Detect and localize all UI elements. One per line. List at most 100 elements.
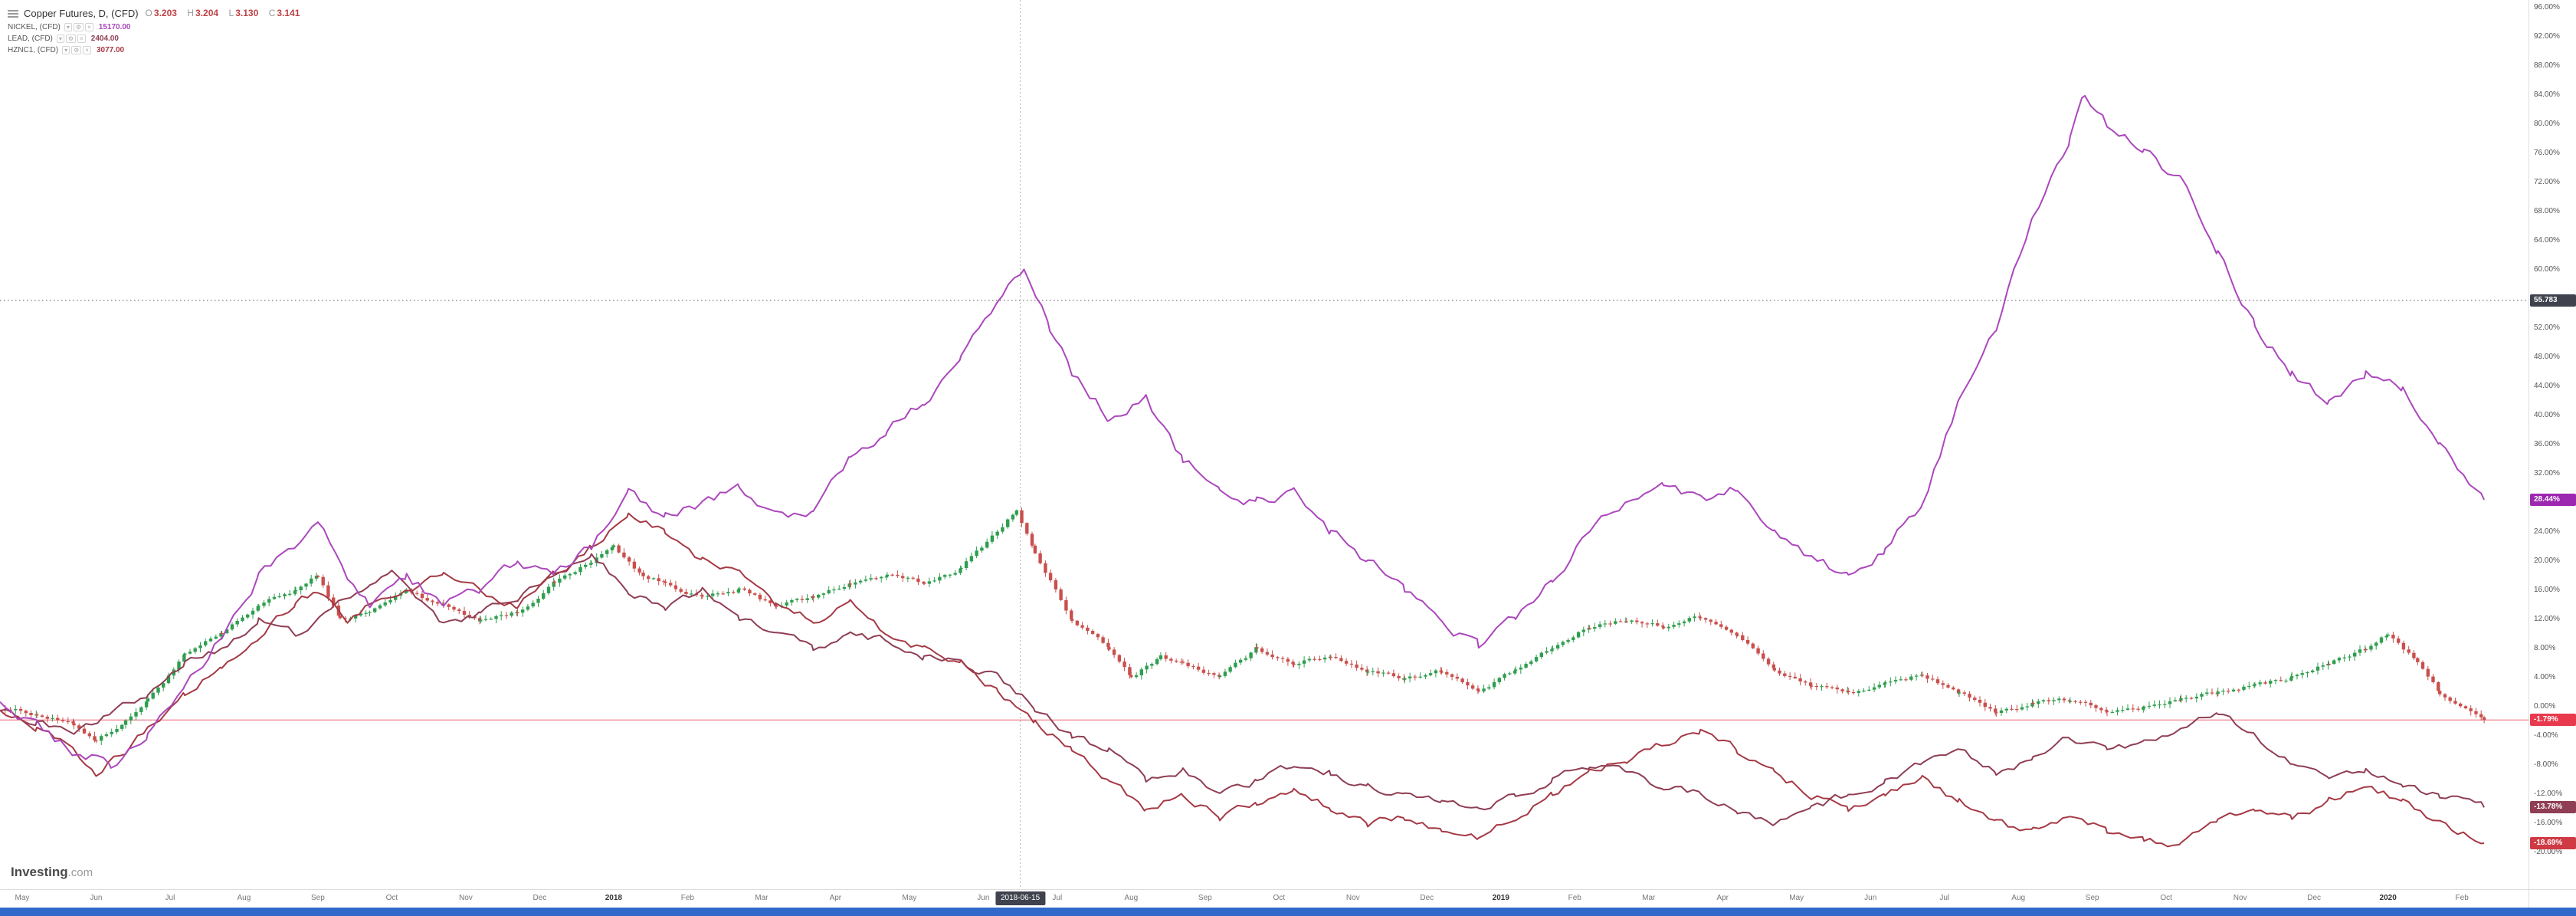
- x-axis-month-label: Aug: [237, 894, 251, 902]
- chart-menu-icon[interactable]: [8, 9, 18, 17]
- chart-title: Copper Futures, D, (CFD): [24, 7, 139, 19]
- open-label: O: [145, 8, 152, 18]
- gear-icon[interactable]: ⚙: [73, 23, 84, 31]
- x-axis-year-label: 2019: [1492, 894, 1509, 902]
- nickel-line-series: [0, 94, 2486, 769]
- y-axis-label: 96.00%: [2534, 2, 2560, 11]
- level-badge: 55.783: [2530, 294, 2576, 307]
- close-value: 3.141: [277, 8, 300, 18]
- x-axis-month-label: Feb: [680, 894, 694, 902]
- x-axis-month-label: Dec: [2307, 894, 2322, 902]
- series-name: LEAD, (CFD): [8, 34, 53, 43]
- y-axis-label: 8.00%: [2534, 644, 2556, 653]
- bottom-bar: [0, 908, 2576, 916]
- close-icon[interactable]: ×: [83, 46, 91, 54]
- close-label: C: [268, 8, 276, 18]
- y-axis-label: 16.00%: [2534, 586, 2560, 595]
- copper-price-badge: -1.79%: [2530, 714, 2576, 727]
- x-axis-month-label: Apr: [1716, 894, 1729, 902]
- series-name: NICKEL, (CFD): [8, 23, 61, 31]
- lead-price-badge: -13.78%: [2530, 801, 2576, 814]
- investing-logo-brand: Investing: [11, 865, 68, 879]
- x-axis-month-label: Jun: [90, 894, 103, 902]
- legend-compare-row-hznc1[interactable]: HZNC1, (CFD) ▾ ⚙ × 3077.00: [8, 44, 300, 56]
- y-axis-label: 20.00%: [2534, 556, 2560, 566]
- y-axis-label: 36.00%: [2534, 440, 2560, 448]
- y-axis-label: 4.00%: [2534, 673, 2556, 682]
- legend-compare-row-nickel[interactable]: NICKEL, (CFD) ▾ ⚙ × 15170.00: [8, 21, 300, 33]
- y-axis-label: 88.00%: [2534, 61, 2560, 70]
- close-icon[interactable]: ×: [85, 23, 93, 31]
- x-axis-month-label: Aug: [2011, 894, 2026, 902]
- y-axis-label: 48.00%: [2534, 352, 2560, 361]
- low-label: L: [228, 8, 234, 18]
- x-axis-month-label: May: [902, 894, 917, 902]
- price-axis[interactable]: 96.00% 92.00% 88.00% 84.00% 80.00% 76.00% 72.0…: [2528, 0, 2576, 889]
- x-axis-month-label: Nov: [1345, 894, 1360, 902]
- series-value: 15170.00: [98, 23, 131, 31]
- x-axis-month-label: Dec: [533, 894, 547, 902]
- y-axis-label: -12.00%: [2534, 790, 2563, 799]
- caret-down-icon[interactable]: ▾: [62, 46, 70, 54]
- x-axis-month-label: Oct: [385, 894, 398, 902]
- open-value: 3.203: [153, 8, 177, 18]
- y-axis-label: 76.00%: [2534, 148, 2560, 157]
- high-value: 3.204: [195, 8, 219, 18]
- axis-corner: [2528, 889, 2576, 908]
- y-axis-label: 84.00%: [2534, 90, 2560, 99]
- x-axis-year-label: 2018: [605, 894, 622, 902]
- y-axis-label: -16.00%: [2534, 819, 2563, 828]
- y-axis-label: 12.00%: [2534, 615, 2560, 624]
- y-axis-label: 68.00%: [2534, 206, 2560, 215]
- investing-logo: Investing.com: [11, 865, 93, 880]
- x-axis-month-label: Feb: [2455, 894, 2469, 902]
- legend-main-row[interactable]: Copper Futures, D, (CFD) O 3.203 H 3.204 L…: [8, 5, 300, 21]
- y-axis-label: 32.00%: [2534, 469, 2560, 478]
- y-axis-label: 72.00%: [2534, 177, 2560, 186]
- x-axis-month-label: May: [1789, 894, 1804, 902]
- x-axis-month-label: Nov: [458, 894, 473, 902]
- lead-line-series: [0, 553, 2485, 826]
- x-axis-month-label: Sep: [2085, 894, 2099, 902]
- close-icon[interactable]: ×: [77, 34, 86, 43]
- nickel-price-badge: 28.44%: [2530, 493, 2576, 506]
- y-axis-label: 52.00%: [2534, 323, 2560, 332]
- zinc-price-badge: -18.69%: [2530, 837, 2576, 849]
- y-axis-label: -4.00%: [2534, 731, 2558, 740]
- y-axis-label: 44.00%: [2534, 381, 2560, 390]
- series-name: HZNC1, (CFD): [8, 46, 59, 54]
- y-axis-label: 92.00%: [2534, 31, 2560, 41]
- series-value: 2404.00: [90, 34, 119, 43]
- caret-down-icon[interactable]: ▾: [56, 34, 64, 43]
- x-axis-month-label: Aug: [1124, 894, 1139, 902]
- x-axis-month-label: Sep: [1198, 894, 1212, 902]
- x-axis-month-label: Jul: [1052, 894, 1063, 902]
- x-axis-month-label: Jun: [1864, 894, 1877, 902]
- caret-down-icon[interactable]: ▾: [64, 23, 72, 31]
- gear-icon[interactable]: ⚙: [71, 46, 82, 54]
- investing-logo-suffix: .com: [67, 866, 93, 879]
- time-axis[interactable]: May Jun Jul Aug Sep Oct Nov Dec 2018 Feb Mar Apr May…: [0, 889, 2528, 908]
- x-axis-month-label: Mar: [1642, 894, 1656, 902]
- y-axis-label: 24.00%: [2534, 527, 2560, 537]
- chart-plot-area[interactable]: Copper Futures, D, (CFD) O 3.203 H 3.204 L…: [0, 0, 2528, 889]
- x-axis-month-label: Oct: [1273, 894, 1286, 902]
- low-value: 3.130: [235, 8, 259, 18]
- legend: Copper Futures, D, (CFD) O 3.203 H 3.204 L…: [8, 5, 300, 56]
- high-label: H: [187, 8, 195, 18]
- y-axis-label: -8.00%: [2534, 760, 2558, 770]
- legend-compare-row-lead[interactable]: LEAD, (CFD) ▾ ⚙ × 2404.00: [8, 33, 300, 44]
- ohlc-values: O 3.203 H 3.204 L 3.130 C 3.141: [139, 6, 300, 20]
- x-axis-month-label: Feb: [1568, 894, 1581, 902]
- y-axis-label: 80.00%: [2534, 119, 2560, 128]
- candlestick-series: [3, 507, 2486, 745]
- x-axis-month-label: Nov: [2233, 894, 2247, 902]
- gear-icon[interactable]: ⚙: [65, 34, 77, 43]
- x-axis-month-label: Apr: [829, 894, 842, 902]
- x-axis-month-label: Jun: [977, 894, 990, 902]
- x-axis-month-label: Mar: [755, 894, 769, 902]
- zinc-line-series: [0, 512, 2485, 848]
- y-axis-label: 0.00%: [2534, 702, 2556, 711]
- price-chart-canvas[interactable]: [0, 0, 2528, 889]
